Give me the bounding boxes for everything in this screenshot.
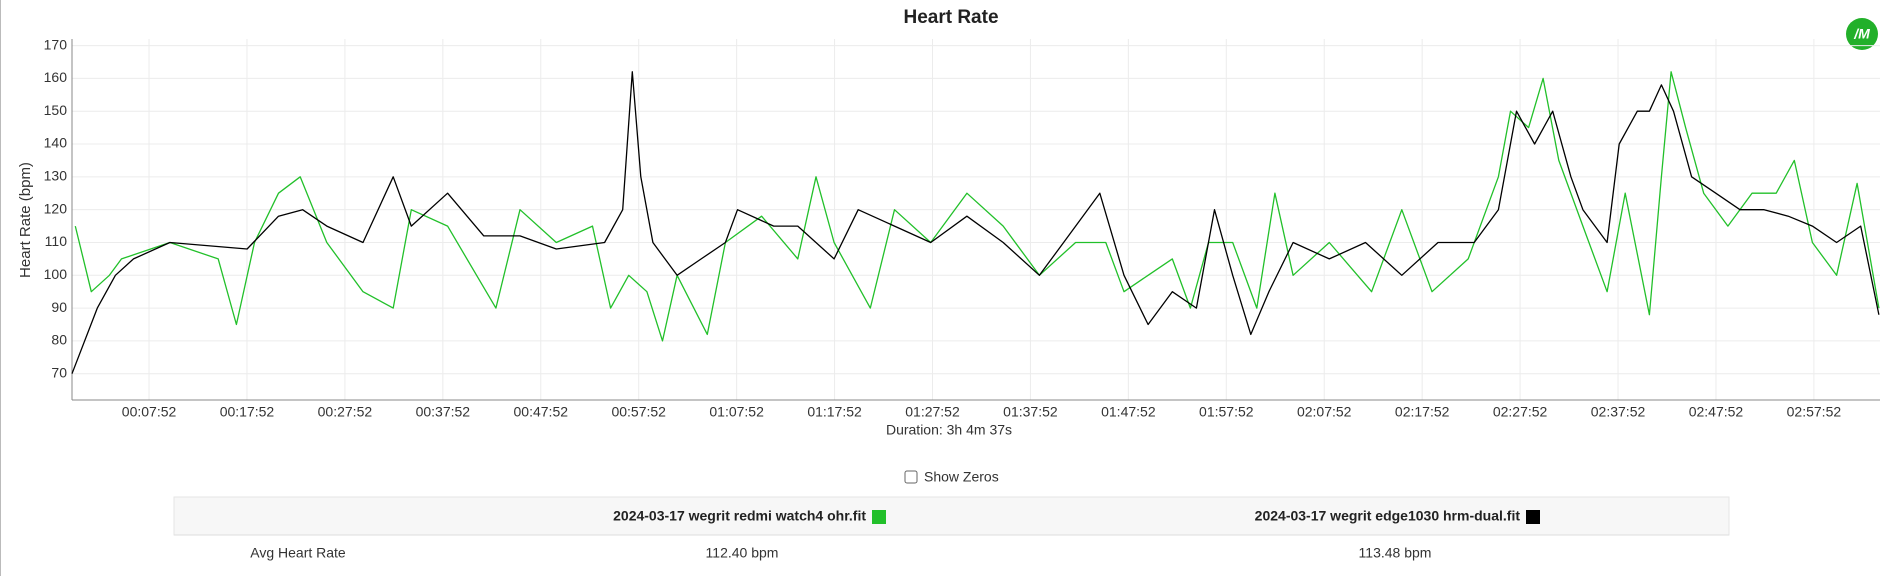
x-tick-label: 00:57:52 [611, 404, 666, 420]
x-tick-label: 00:27:52 [318, 404, 373, 420]
series-line [71, 71, 1880, 374]
chart-title: Heart Rate [903, 7, 998, 28]
logo-badge[interactable] [1846, 18, 1878, 50]
series-line [74, 71, 1880, 342]
y-axis-label: Heart Rate (bpm) [17, 162, 34, 278]
cell: 112.40 bpm [706, 545, 779, 561]
y-tick-label: 120 [44, 200, 68, 216]
x-tick-label: 00:37:52 [416, 404, 471, 420]
y-tick-label: 160 [44, 69, 68, 85]
x-tick-label: 01:27:52 [905, 404, 960, 420]
legend-swatch [872, 510, 886, 524]
x-tick-label: 02:07:52 [1297, 404, 1352, 420]
x-tick-label: 02:27:52 [1493, 404, 1548, 420]
cell: 113.48 bpm [1359, 545, 1432, 561]
x-tick-label: 00:47:52 [514, 404, 569, 420]
legend-swatch [1526, 510, 1540, 524]
show-zeros-label[interactable]: Show Zeros [924, 469, 999, 485]
y-tick-label: 140 [44, 135, 68, 151]
logo-text[interactable]: /M [1853, 26, 1870, 42]
x-tick-label: 00:17:52 [220, 404, 275, 420]
y-tick-label: 70 [51, 364, 67, 380]
row-label: Avg Heart Rate [250, 545, 346, 561]
x-tick-label: 02:17:52 [1395, 404, 1450, 420]
x-tick-label: 01:37:52 [1003, 404, 1058, 420]
y-tick-label: 90 [51, 299, 67, 315]
x-tick-label: 02:57:52 [1787, 404, 1842, 420]
x-axis-label: Duration: 3h 4m 37s [886, 422, 1012, 438]
x-tick-label: 02:47:52 [1689, 404, 1744, 420]
y-tick-label: 170 [44, 36, 68, 52]
x-tick-label: 01:47:52 [1101, 404, 1156, 420]
x-tick-label: 01:07:52 [709, 404, 764, 420]
x-tick-label: 00:07:52 [122, 404, 177, 420]
x-tick-label: 02:37:52 [1591, 404, 1646, 420]
x-tick-label: 01:17:52 [807, 404, 862, 420]
column-header: 2024-03-17 wegrit redmi watch4 ohr.fit [613, 508, 866, 524]
y-tick-label: 110 [45, 233, 68, 249]
y-tick-label: 80 [51, 332, 67, 348]
show-zeros-checkbox[interactable] [904, 470, 918, 484]
y-tick-label: 100 [44, 266, 68, 282]
y-tick-label: 150 [44, 102, 68, 118]
x-tick-label: 01:57:52 [1199, 404, 1254, 420]
column-header: 2024-03-17 wegrit edge1030 hrm-dual.fit [1255, 508, 1521, 524]
y-tick-label: 130 [44, 168, 68, 184]
